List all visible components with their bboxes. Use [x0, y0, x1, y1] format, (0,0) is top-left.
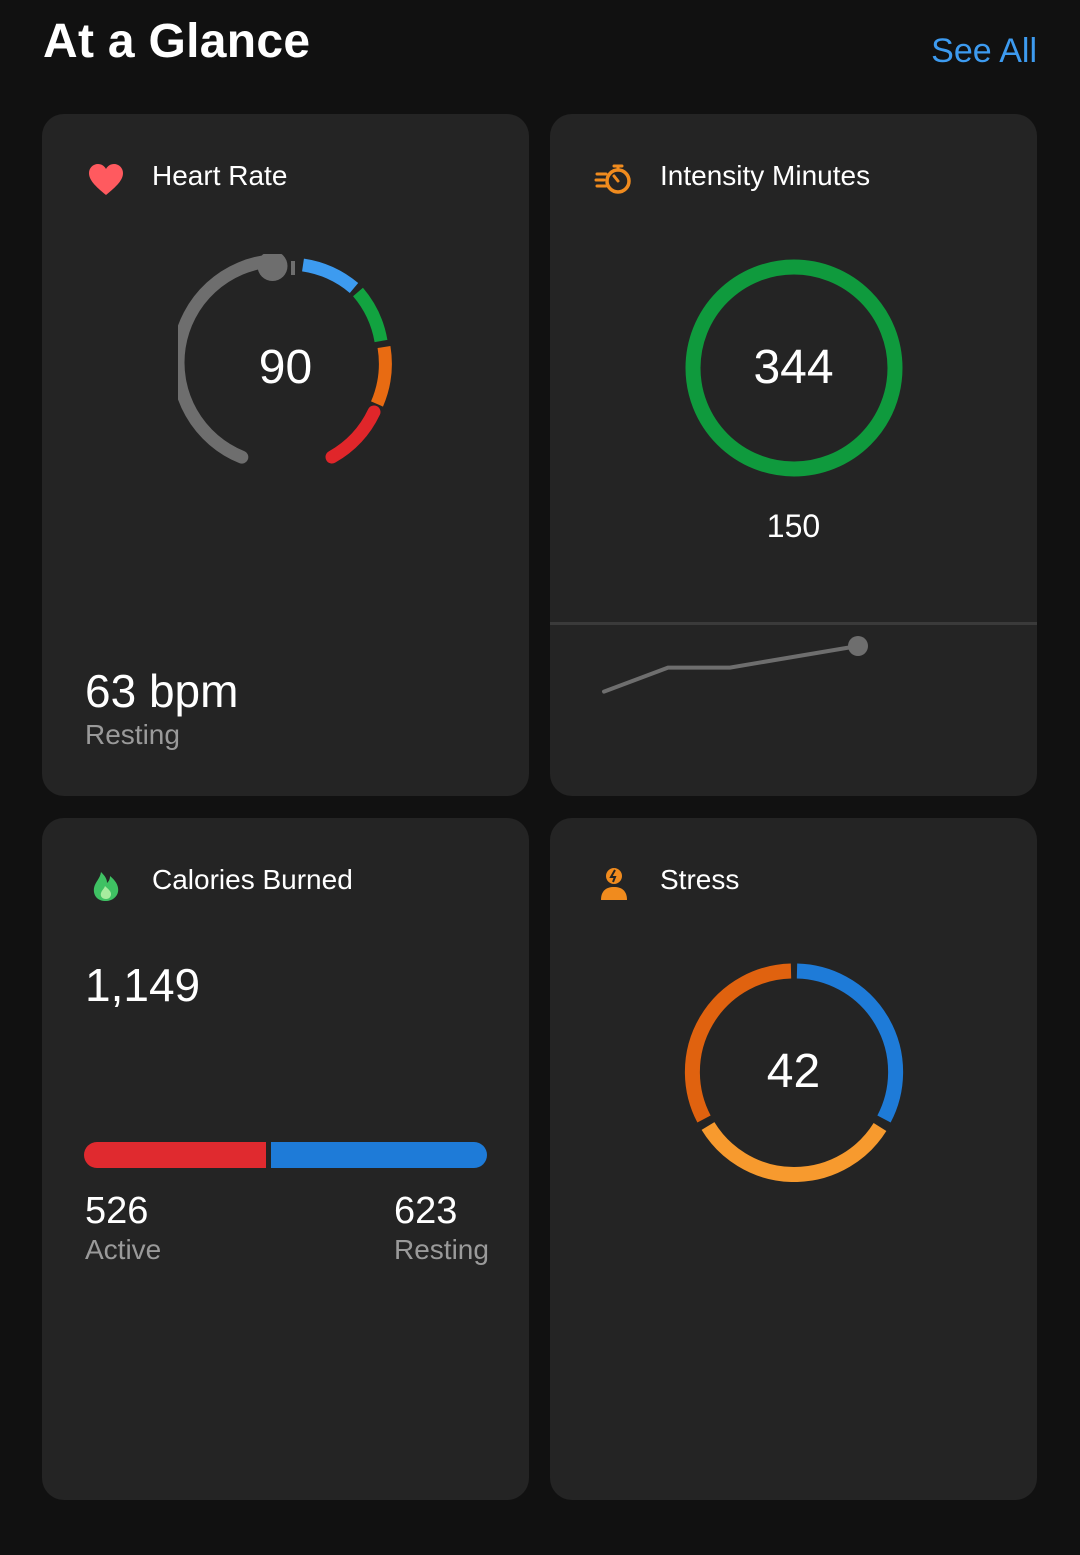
heart-rate-value: 90	[258, 341, 313, 394]
resting-calories-label: Resting	[394, 1234, 489, 1265]
stress-title: Stress	[660, 864, 740, 895]
stress-ring	[684, 963, 904, 1182]
active-calories-value: 526	[85, 1190, 149, 1232]
stress-value: 42	[766, 1045, 821, 1098]
page-title: At a Glance	[43, 15, 311, 68]
stress-card[interactable]: Stress 42	[550, 818, 1037, 1500]
resting-calories-value: 623	[394, 1190, 458, 1232]
intensity-minutes-title: Intensity Minutes	[660, 160, 871, 191]
intensity-minutes-value: 344	[753, 341, 834, 394]
intensity-progress-ring	[685, 259, 903, 477]
intensity-divider	[550, 622, 1037, 625]
calories-total-value: 1,149	[85, 959, 201, 1011]
resting-heart-rate-value: 63 bpm	[85, 665, 239, 717]
see-all-link[interactable]: See All	[931, 32, 1037, 70]
trend-current-point	[848, 636, 868, 656]
intensity-stopwatch-icon	[594, 160, 634, 200]
calories-burned-card[interactable]: Calories Burned 1,149 526 Active 623 Res…	[42, 818, 529, 1500]
intensity-goal-value: 150	[766, 508, 821, 544]
heart-icon	[86, 160, 126, 200]
heart-rate-title: Heart Rate	[152, 160, 288, 191]
active-calories-label: Active	[85, 1234, 162, 1265]
resting-heart-rate-label: Resting	[85, 719, 180, 750]
calories-burned-title: Calories Burned	[152, 864, 353, 895]
stress-person-icon	[594, 864, 634, 904]
trend-line	[602, 644, 860, 694]
flame-icon	[86, 864, 126, 904]
calories-resting-bar	[271, 1142, 487, 1168]
intensity-minutes-card[interactable]: Intensity Minutes 344 150 M S S	[550, 114, 1037, 796]
heart-rate-card[interactable]: Heart Rate 90 63 bpm Resting	[42, 114, 529, 796]
heart-rate-gauge	[178, 254, 392, 464]
intensity-weekly-trend	[602, 636, 868, 694]
calories-active-bar	[84, 1142, 266, 1168]
